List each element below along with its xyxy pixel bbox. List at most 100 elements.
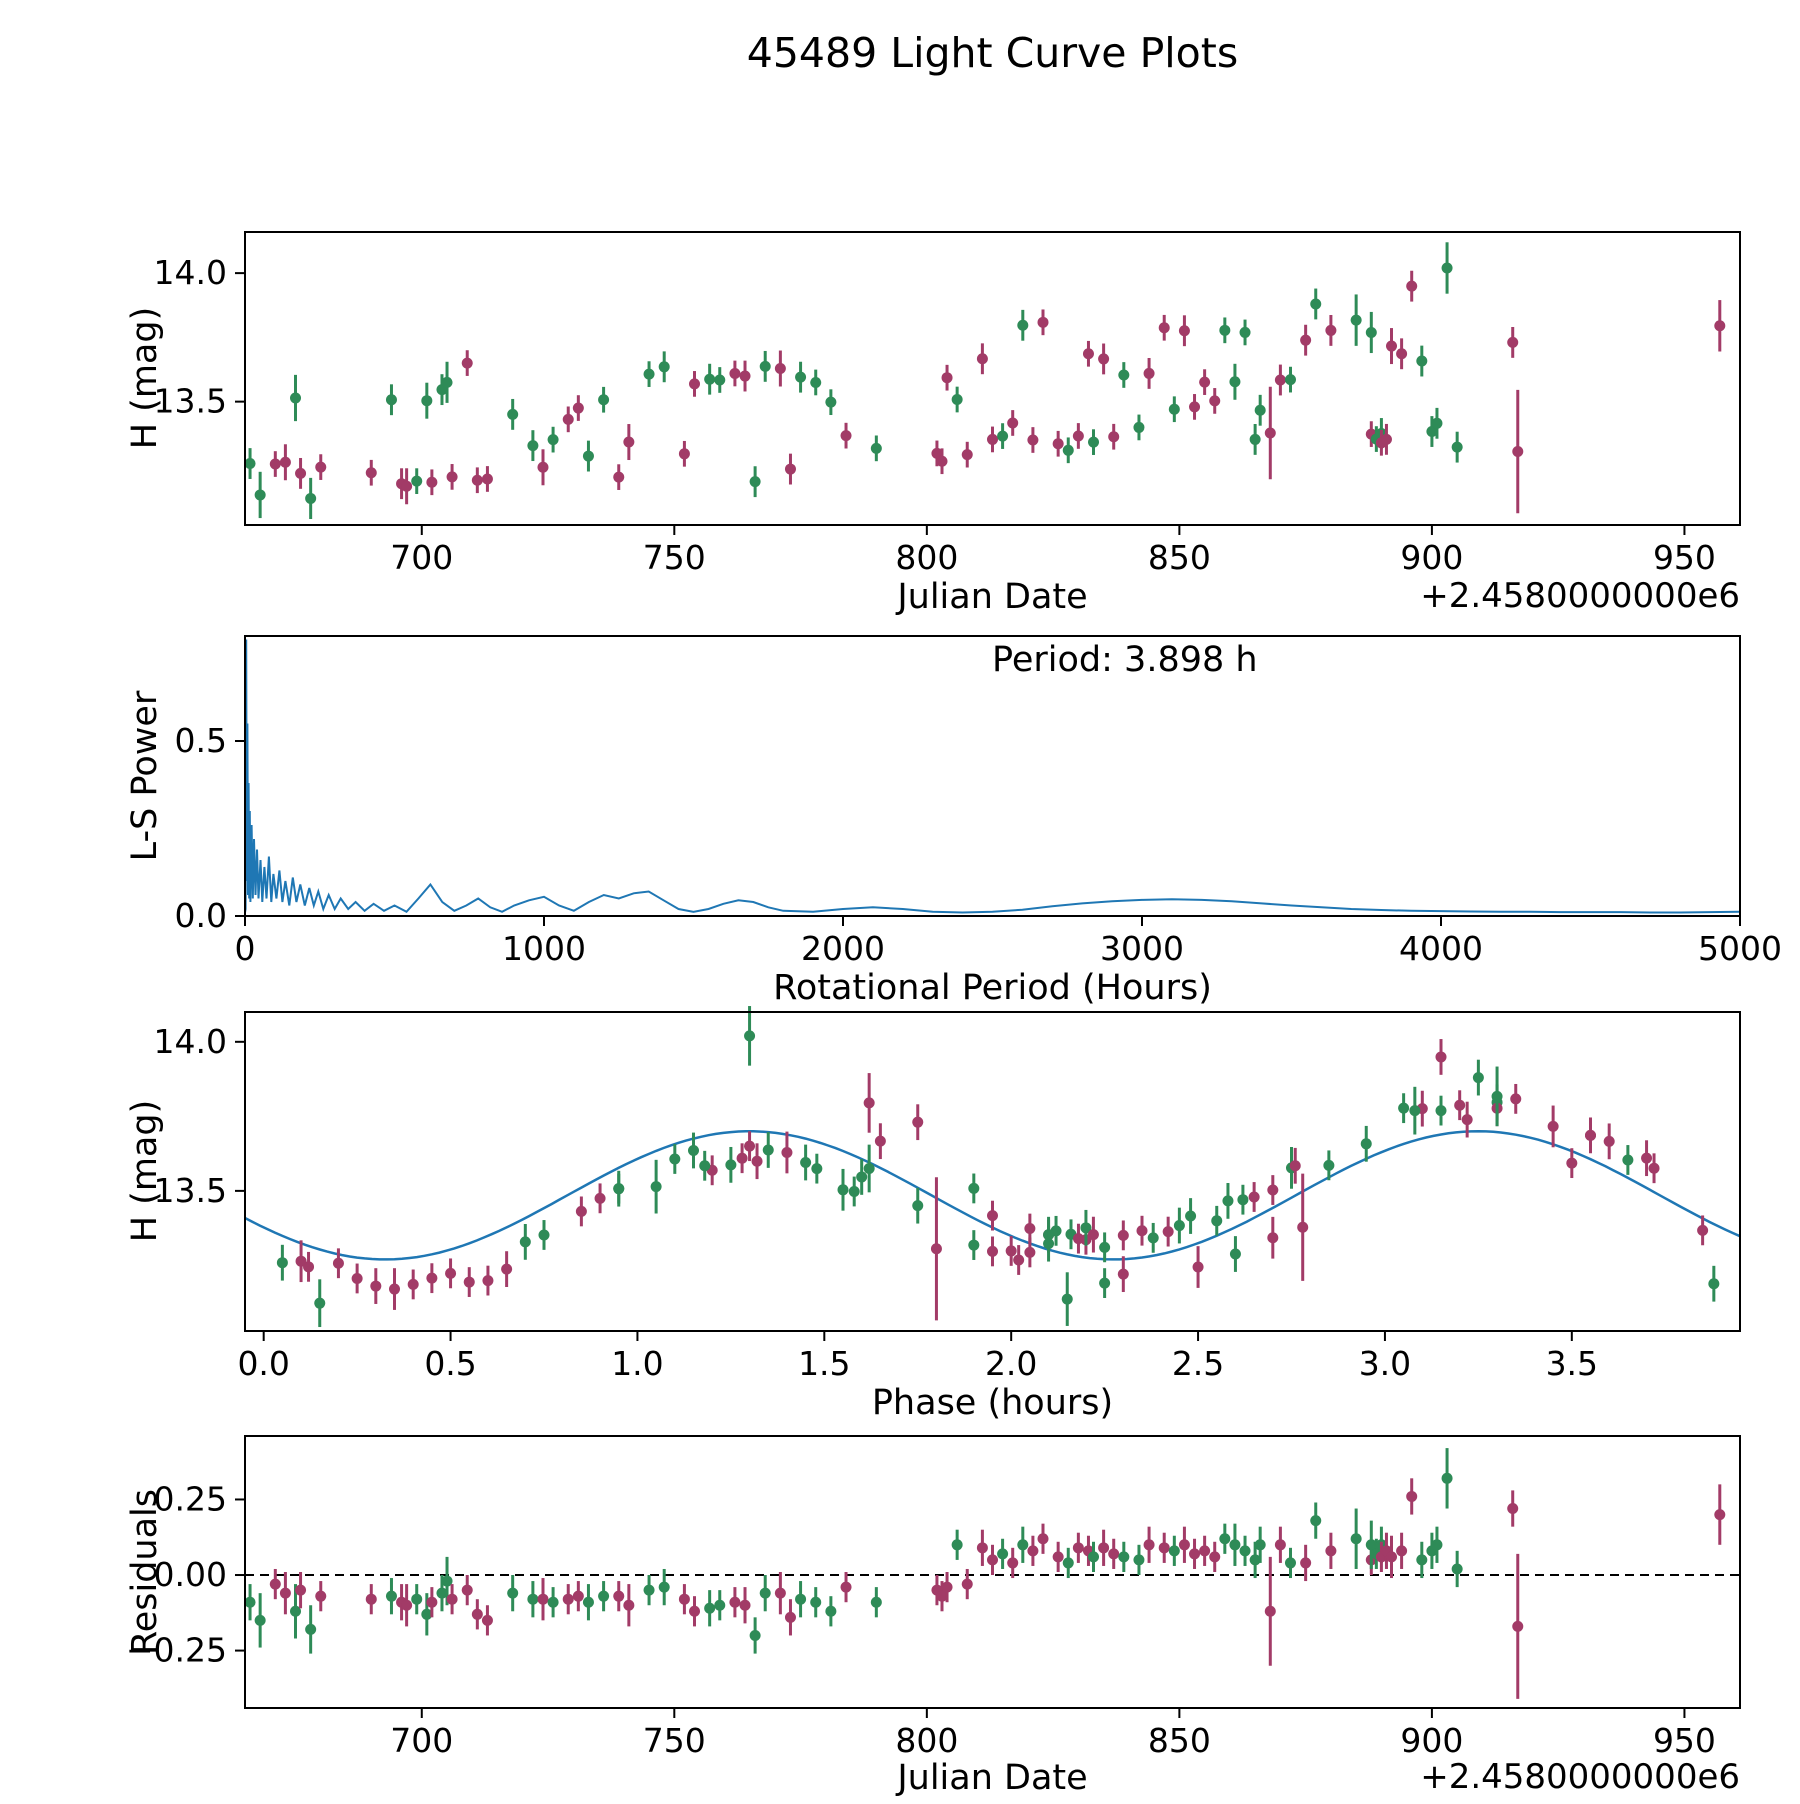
data-point-marker — [295, 1584, 307, 1596]
data-point-marker — [290, 392, 302, 404]
data-point-marker — [1062, 444, 1074, 456]
data-point-marker — [481, 473, 493, 485]
data-point-marker — [411, 475, 423, 487]
x-tick-label: 1.0 — [611, 1344, 663, 1383]
data-point-marker — [729, 367, 741, 379]
data-point-marker — [1199, 376, 1211, 388]
data-point-marker — [1507, 1503, 1519, 1515]
data-point-marker — [421, 1608, 433, 1620]
data-point-marker — [1300, 334, 1312, 346]
data-point-marker — [385, 394, 397, 406]
data-point-marker — [774, 363, 786, 375]
y-tick-label: 14.0 — [154, 1022, 227, 1061]
x-tick-label: 900 — [1400, 1721, 1463, 1760]
data-point-marker — [689, 1605, 701, 1617]
data-point-marker — [441, 376, 453, 388]
panel2-x-axis-label: Rotational Period (Hours) — [773, 968, 1212, 1008]
data-point-marker — [1398, 1102, 1410, 1114]
data-point-marker — [1024, 1246, 1036, 1258]
axes-frame — [244, 1435, 1741, 1709]
data-point-marker — [305, 492, 317, 504]
data-point-marker — [912, 1200, 924, 1212]
data-point-marker — [1714, 320, 1726, 332]
data-point-marker — [729, 1596, 741, 1608]
data-point-marker — [658, 1581, 670, 1593]
data-point-marker — [519, 1236, 531, 1248]
x-tick-label: 0.0 — [237, 1344, 289, 1383]
data-point-marker — [1409, 1105, 1421, 1117]
data-point-marker — [279, 1587, 291, 1599]
data-point-marker — [276, 1257, 288, 1269]
y-tick-label: 0.0 — [175, 896, 227, 935]
data-point-marker — [1284, 374, 1296, 386]
data-point-marker — [725, 1159, 737, 1171]
x-tick-label: 4000 — [1399, 929, 1483, 968]
data-point-marker — [1229, 376, 1241, 388]
data-point-marker — [244, 458, 256, 470]
x-tick-label: 3.0 — [1359, 1344, 1411, 1383]
data-point-marker — [749, 476, 761, 488]
data-point-marker — [1219, 1533, 1231, 1545]
x-axis-ticks: 0 1000 2000 3000 4000 5000 — [235, 916, 1782, 968]
data-point-marker — [1082, 348, 1094, 360]
data-point-marker — [678, 1593, 690, 1605]
data-point-marker — [714, 1599, 726, 1611]
data-point-marker — [689, 378, 701, 390]
data-point-marker — [1062, 1557, 1074, 1569]
x-tick-label: 900 — [1400, 538, 1463, 577]
data-point-marker — [1072, 430, 1084, 442]
data-point-marker — [401, 1599, 413, 1611]
data-point-marker — [1310, 1515, 1322, 1527]
data-point-marker — [1117, 1229, 1129, 1241]
data-point-marker — [961, 1578, 973, 1590]
data-point-marker — [825, 1605, 837, 1617]
data-point-marker — [1310, 298, 1322, 310]
data-point-marker — [1143, 1539, 1155, 1551]
data-point-marker — [501, 1263, 513, 1275]
x-tick-label: 2.0 — [985, 1344, 1037, 1383]
y-tick-label: 13.5 — [154, 382, 227, 421]
x-tick-label: 1.5 — [798, 1344, 850, 1383]
data-point-marker — [1264, 427, 1276, 439]
data-point-marker — [1360, 1138, 1372, 1150]
data-point-marker — [446, 471, 458, 483]
data-point-marker — [445, 1267, 457, 1279]
data-point-marker — [314, 1297, 326, 1309]
x-tick-label: 1000 — [502, 929, 586, 968]
data-point-marker — [810, 376, 822, 388]
data-point-marker — [987, 1210, 998, 1222]
data-point-marker — [461, 357, 473, 369]
data-point-marker — [1431, 1539, 1443, 1551]
x-tick-label: 2000 — [801, 929, 885, 968]
data-point-marker — [598, 1590, 610, 1602]
data-point-marker — [1267, 1232, 1279, 1244]
data-point-marker — [1454, 1099, 1466, 1111]
data-point-marker — [389, 1283, 400, 1295]
light-curve-vs-julian-date: 700 750 800 850 900 950 13.5 14.0 — [154, 231, 1741, 577]
data-point-marker — [1222, 1195, 1234, 1207]
data-point-marker — [572, 1590, 584, 1602]
data-point-marker — [351, 1272, 363, 1284]
data-point-marker — [784, 1611, 796, 1623]
data-point-marker — [870, 442, 882, 454]
data-point-marker — [1189, 1548, 1201, 1560]
data-point-marker — [1435, 1105, 1447, 1117]
data-point-marker — [997, 1548, 1009, 1560]
data-point-marker — [1254, 1539, 1266, 1551]
data-point-marker — [623, 1599, 635, 1611]
data-point-marker — [1052, 1551, 1064, 1563]
data-point-marker — [507, 1587, 519, 1599]
data-point-marker — [1237, 1194, 1249, 1206]
data-point-marker — [436, 1587, 448, 1599]
figure-title: 45489 Light Curve Plots — [746, 29, 1239, 77]
data-point-marker — [1099, 1241, 1111, 1253]
data-point-marker — [870, 1596, 882, 1608]
data-point-marker — [1386, 340, 1398, 352]
data-point-marker — [290, 1605, 302, 1617]
data-point-marker — [951, 1539, 963, 1551]
phase-folded-light-curve: 0.0 0.5 1.0 1.5 2.0 2.5 3.0 3.5 13.5 14.0 — [154, 1006, 1741, 1383]
data-point-marker — [303, 1261, 315, 1273]
data-point-marker — [562, 1593, 574, 1605]
data-point-marker — [863, 1162, 875, 1174]
data-point-marker — [582, 450, 594, 462]
